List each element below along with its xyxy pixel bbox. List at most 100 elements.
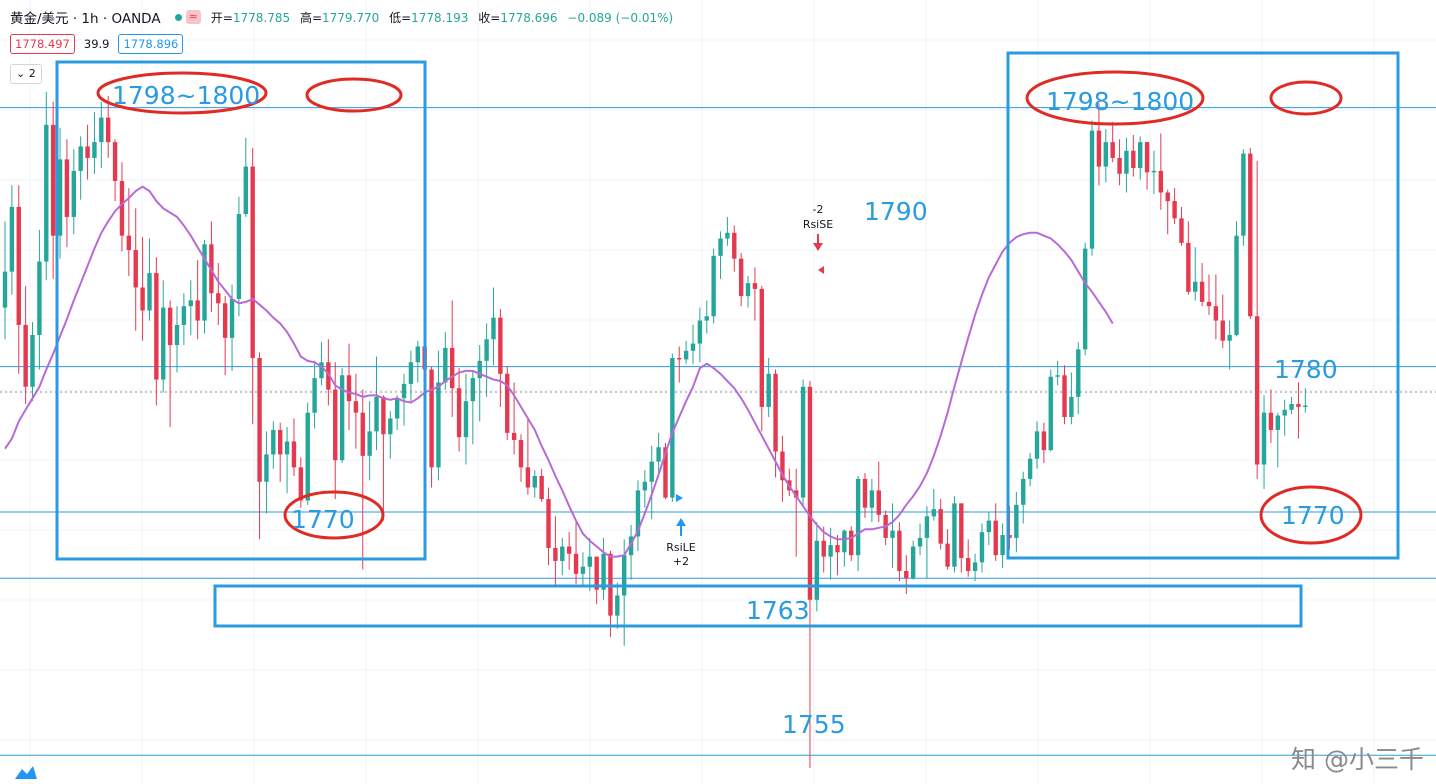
candle-body <box>1234 235 1239 335</box>
candle <box>711 248 716 324</box>
candle <box>1151 150 1157 194</box>
candle-body <box>23 324 28 387</box>
candle <box>704 300 709 334</box>
candle <box>99 101 104 169</box>
candle-body <box>1131 150 1136 169</box>
low-value: 1778.193 <box>411 10 469 25</box>
candle-body <box>1138 142 1143 169</box>
wave-icon[interactable]: ≈ <box>185 10 201 24</box>
candle <box>738 252 744 307</box>
candle-body <box>133 250 138 288</box>
candle <box>484 323 489 397</box>
candle-body <box>408 362 414 384</box>
candle-body <box>484 339 489 361</box>
bid-button[interactable]: 1778.497 <box>10 34 75 54</box>
candle <box>339 368 345 464</box>
candle-body <box>333 389 338 461</box>
candle <box>959 503 964 573</box>
candle <box>1248 147 1253 320</box>
candle-body <box>855 478 861 556</box>
candle <box>50 101 56 279</box>
candle <box>718 231 723 279</box>
candle <box>57 127 63 259</box>
candle-body <box>869 490 875 508</box>
candle-body <box>828 545 833 557</box>
candle <box>195 260 200 340</box>
candle <box>855 476 861 571</box>
candle-body <box>1144 142 1150 173</box>
candle-body <box>64 159 70 217</box>
candle <box>1138 136 1143 180</box>
candle-body <box>30 334 35 387</box>
candle-body <box>622 555 627 596</box>
candle <box>670 353 675 502</box>
candle <box>869 478 875 523</box>
symbol-title[interactable]: 黄金/美元 · 1h · OANDA <box>10 11 161 27</box>
candle-body <box>931 509 936 517</box>
candle-body <box>1048 376 1053 451</box>
candle-body <box>374 396 379 432</box>
candle-body <box>505 373 510 433</box>
candle-body <box>16 206 21 325</box>
moving-average-line <box>4 185 1114 558</box>
candle-body <box>1069 396 1074 417</box>
candle-body <box>635 490 641 537</box>
ellipse-1770-left <box>283 490 385 540</box>
candle <box>566 532 572 570</box>
candle-body <box>37 261 42 335</box>
candle <box>876 461 881 523</box>
candle-body <box>181 306 187 325</box>
candle-body <box>92 142 97 158</box>
candle-body <box>236 214 242 299</box>
candle <box>1227 320 1232 370</box>
high-value: 1779.770 <box>322 10 380 25</box>
candle <box>463 373 469 465</box>
candle-body <box>917 537 923 547</box>
candle-body <box>147 273 152 311</box>
candle-body <box>1034 431 1040 459</box>
candle-body <box>718 238 723 256</box>
candle-body <box>890 530 895 538</box>
low-label: 低= <box>389 10 412 25</box>
candle-body <box>525 467 531 488</box>
candle <box>1014 491 1019 553</box>
ask-button[interactable]: 1778.896 <box>118 34 184 54</box>
candle-body <box>1076 349 1081 397</box>
candle <box>92 111 97 174</box>
candle <box>154 257 159 406</box>
ellipse-top-left <box>305 77 403 113</box>
indicator-toggle-button[interactable]: ⌄ 2 <box>10 64 42 84</box>
candle <box>257 352 262 540</box>
candle <box>181 293 187 346</box>
candle <box>1034 421 1040 469</box>
candle-body <box>436 382 441 468</box>
candle <box>71 149 76 235</box>
close-label: 收= <box>478 10 501 25</box>
candle-body <box>677 357 682 360</box>
candle <box>106 96 111 158</box>
candle <box>1041 422 1047 464</box>
candle <box>264 431 269 514</box>
market-open-dot-icon <box>174 13 182 21</box>
buy-triangle-icon <box>676 494 683 502</box>
label-1790: 1790 <box>864 197 928 226</box>
candle-body <box>697 320 703 344</box>
candle-body <box>835 545 840 553</box>
candle <box>374 356 379 451</box>
candle <box>450 300 455 417</box>
open-value: 1778.785 <box>232 10 291 25</box>
range-box-right <box>1006 51 1400 560</box>
candle <box>594 556 599 605</box>
spread-value: 39.9 <box>83 37 110 51</box>
tradingview-logo-icon[interactable] <box>14 764 38 780</box>
candle <box>910 540 916 580</box>
candle-body <box>264 454 269 482</box>
candle <box>1254 160 1260 479</box>
candle <box>1062 365 1067 425</box>
candle <box>37 229 42 370</box>
candle <box>573 520 579 584</box>
candle-body <box>759 288 764 407</box>
candle-body <box>216 293 221 304</box>
candle-body <box>553 547 558 561</box>
